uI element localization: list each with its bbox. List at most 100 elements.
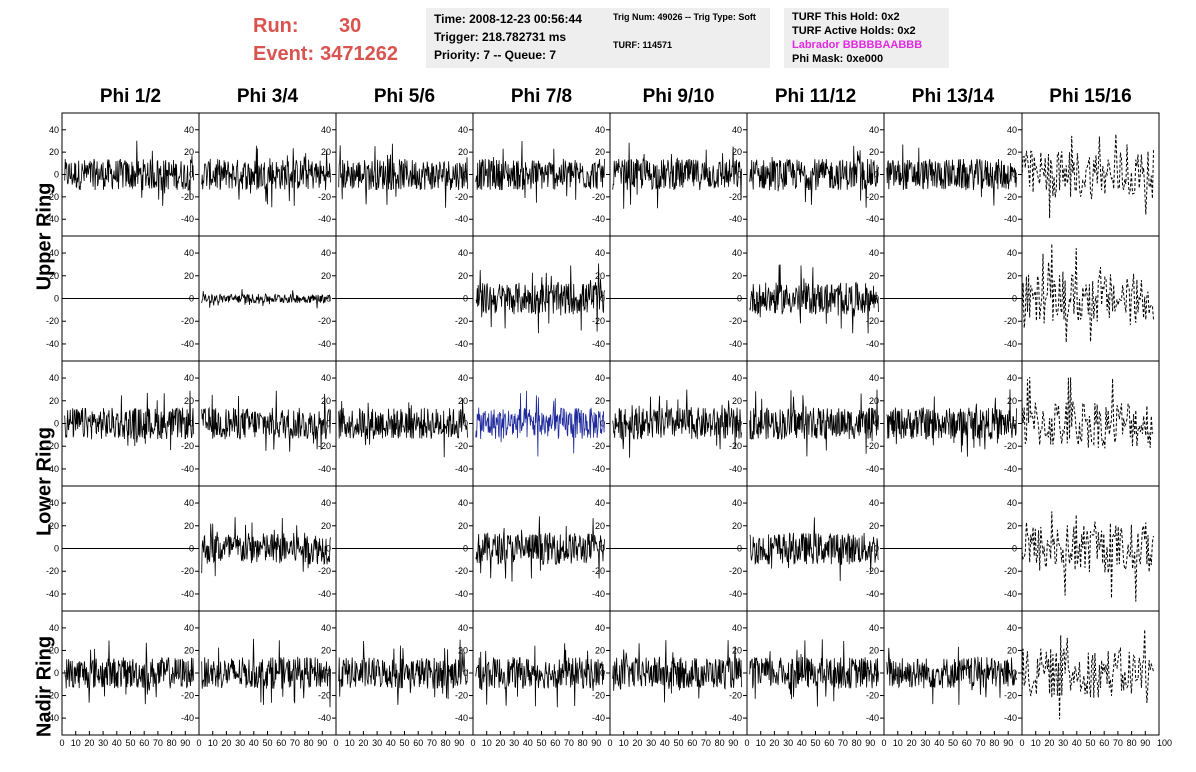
y-tick-label: 40: [321, 623, 331, 633]
y-tick-label: -20: [1004, 192, 1017, 202]
y-tick-label: -20: [1004, 566, 1017, 576]
x-tick-label: 70: [427, 738, 437, 748]
event-value: 3471262: [320, 43, 398, 65]
x-tick-label: 90: [317, 738, 327, 748]
y-tick-label: -20: [866, 566, 879, 576]
y-tick-label: 40: [595, 498, 605, 508]
y-tick-label: 40: [458, 248, 468, 258]
panel-frame: [61, 112, 200, 237]
x-tick-label: 30: [1058, 738, 1068, 748]
x-tick-label: 10: [208, 738, 218, 748]
x-tick-label: 30: [509, 738, 519, 748]
x-tick-label: 40: [1072, 738, 1082, 748]
x-tick-label: 50: [810, 738, 820, 748]
y-tick-label: 0: [1012, 419, 1017, 429]
x-tick-label: 90: [454, 738, 464, 748]
y-tick-label: 0: [326, 294, 331, 304]
y-tick-label: 40: [458, 373, 468, 383]
y-tick-label: -40: [181, 339, 194, 349]
y-tick-label: 0: [54, 668, 59, 678]
y-tick-label: 40: [732, 248, 742, 258]
x-tick-label: 60: [550, 738, 560, 748]
y-tick-label: 40: [732, 373, 742, 383]
panel-r4-c2: -40 -20 0 20 40: [198, 485, 337, 612]
panel-r5-c5: -40 -20 0 20 40: [609, 610, 748, 736]
x-tick-label: 50: [399, 738, 409, 748]
y-tick-label: -20: [592, 316, 605, 326]
waveform-trace: [612, 640, 742, 703]
y-tick-label: 20: [1007, 396, 1017, 406]
y-tick-label: -40: [592, 464, 605, 474]
y-tick-label: 40: [732, 125, 742, 135]
y-tick-label: -40: [729, 339, 742, 349]
y-tick-label: 40: [869, 623, 879, 633]
y-tick-label: -20: [46, 441, 59, 451]
waveform-trace: [1021, 376, 1154, 449]
y-tick-label: 20: [1007, 645, 1017, 655]
panel-r3-c1: -40 -40 -20 -20 0 0 20 20 40 40: [46, 360, 200, 487]
phi-header-8: Phi 15/16: [1049, 86, 1132, 107]
y-tick-label: -20: [181, 566, 194, 576]
y-tick-label: 40: [49, 373, 59, 383]
panel-r3-c8: [1021, 360, 1160, 487]
y-tick-label: -20: [592, 441, 605, 451]
trigger-text: Trigger: 218.782731 ms: [434, 30, 567, 44]
y-tick-label: 20: [869, 147, 879, 157]
y-tick-label: 20: [869, 645, 879, 655]
trig-num-text: Trig Num: 49026 -- Trig Type: Soft: [613, 12, 756, 22]
y-tick-label: -20: [455, 192, 468, 202]
panel-r4-c8: [1021, 485, 1160, 612]
y-tick-label: 40: [1007, 373, 1017, 383]
y-tick-label: 20: [458, 271, 468, 281]
x-tick-label: 50: [1085, 738, 1095, 748]
y-tick-label: 40: [869, 248, 879, 258]
panel-r1-c8: [1021, 112, 1160, 237]
x-tick-label: 50: [536, 738, 546, 748]
waveform-trace: [475, 263, 605, 334]
phi-mask-text: Phi Mask: 0xe000: [792, 53, 884, 65]
trig-info-box: Trig Num: 49026 -- Trig Type: Soft TURF:…: [605, 8, 770, 68]
waveform-trace: [749, 517, 879, 582]
y-tick-label: -40: [318, 339, 331, 349]
y-tick-label: -20: [729, 316, 742, 326]
waveform-trace: [1021, 243, 1154, 343]
phi-header-4: Phi 7/8: [510, 86, 573, 107]
y-tick-label: 20: [458, 521, 468, 531]
waveform-trace: [201, 390, 331, 452]
x-tick-label: 30: [646, 738, 656, 748]
y-tick-label: 20: [49, 645, 59, 655]
x-tick-label: 70: [290, 738, 300, 748]
y-tick-label: 20: [184, 645, 194, 655]
x-tick-label: 10: [1031, 738, 1041, 748]
x-tick-label: 70: [701, 738, 711, 748]
panel-frame: [1021, 485, 1160, 612]
y-tick-label: -40: [46, 589, 59, 599]
time-text: Time: 2008-12-23 00:56:44: [434, 12, 582, 26]
y-tick-label: 40: [595, 248, 605, 258]
y-tick-label: 0: [189, 170, 194, 180]
x-tick-label: 0: [881, 738, 886, 748]
phi-header-5: Phi 9/10: [642, 86, 715, 107]
x-tick-label: 20: [358, 738, 368, 748]
x-tick-label: 10: [756, 738, 766, 748]
y-tick-label: 40: [595, 125, 605, 135]
y-tick-label: 0: [54, 170, 59, 180]
y-tick-label: 40: [869, 125, 879, 135]
y-tick-label: 20: [869, 396, 879, 406]
waveform-trace: [201, 638, 331, 708]
x-tick-label: 30: [98, 738, 108, 748]
x-tick-label: 60: [139, 738, 149, 748]
y-tick-label: 20: [321, 396, 331, 406]
y-tick-label: 20: [321, 645, 331, 655]
y-tick-label: -40: [455, 214, 468, 224]
x-tick-label: 60: [962, 738, 972, 748]
event-label: Event:: [253, 43, 315, 65]
y-tick-label: -20: [866, 691, 879, 701]
x-tick-label: 10: [619, 738, 629, 748]
